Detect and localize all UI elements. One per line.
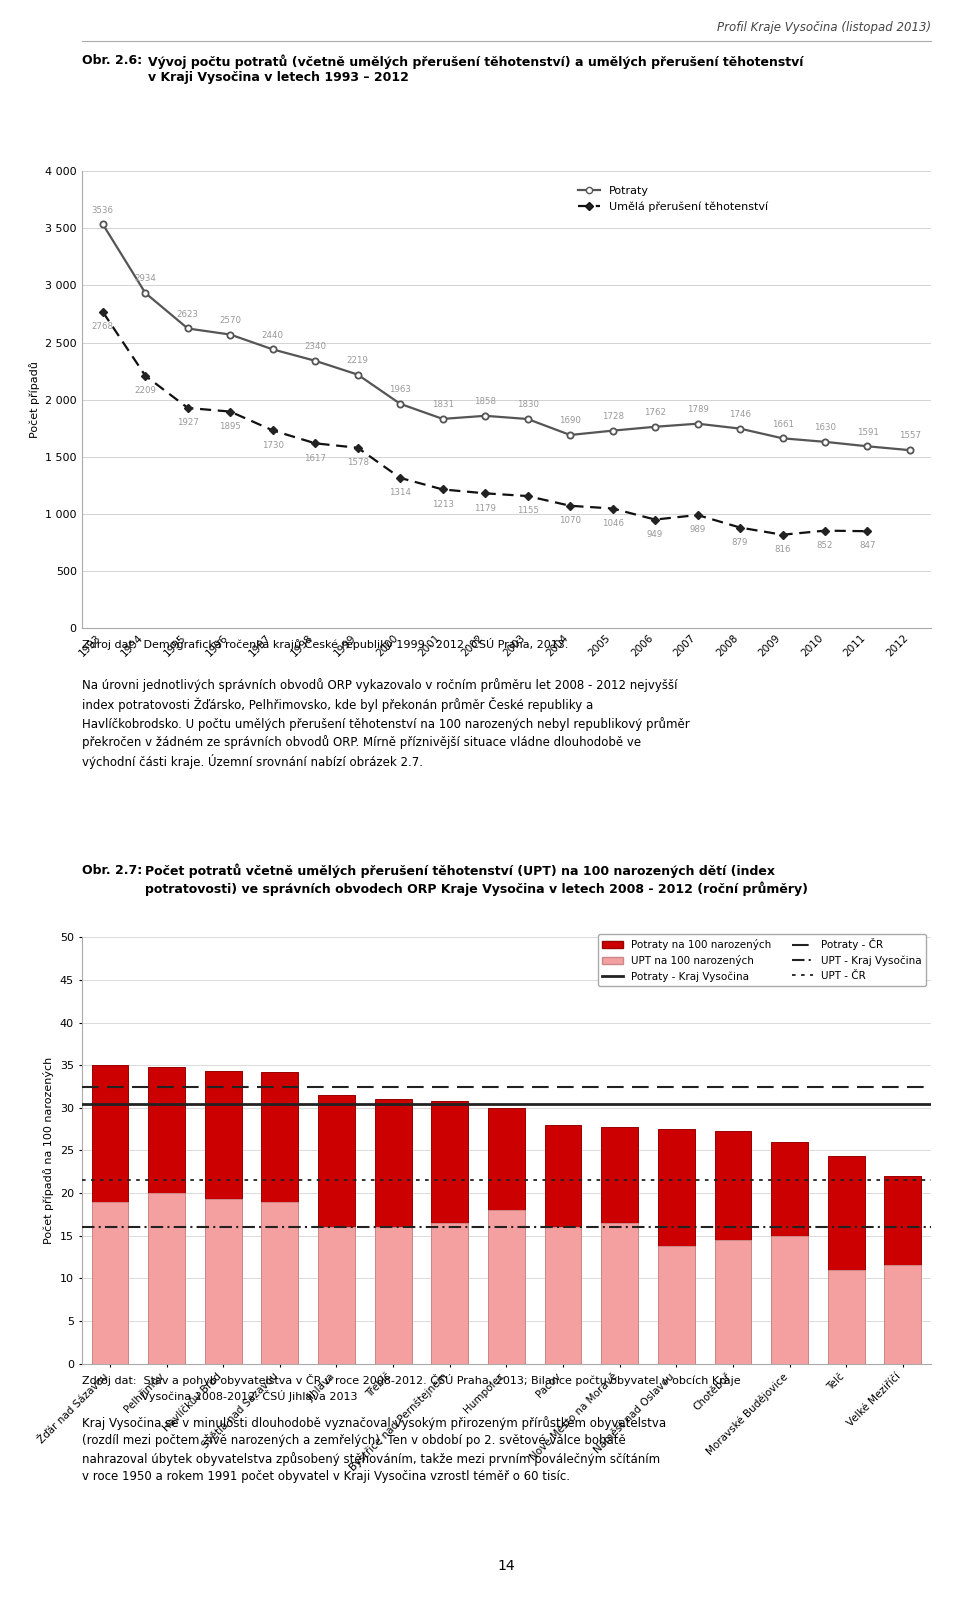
Text: Obr. 2.6:: Obr. 2.6: bbox=[82, 55, 142, 68]
Text: Obr. 2.7:: Obr. 2.7: bbox=[82, 863, 142, 876]
Text: Zdroj dat:  Stav a pohyb obyvatelstva v ČR v roce 2008-2012. ČSÚ Praha, 2013; Bi: Zdroj dat: Stav a pohyb obyvatelstva v Č… bbox=[82, 1374, 740, 1402]
Text: Kraj Vysočina se v minulosti dlouhodobě vyznačoval vysokým přirozeným přírůstkem: Kraj Vysočina se v minulosti dlouhodobě … bbox=[82, 1416, 665, 1482]
Text: 1179: 1179 bbox=[474, 503, 496, 513]
Text: 2570: 2570 bbox=[219, 316, 241, 324]
Bar bbox=[431, 1102, 468, 1363]
Text: 847: 847 bbox=[859, 542, 876, 550]
Text: 1578: 1578 bbox=[347, 458, 369, 468]
Text: 2209: 2209 bbox=[134, 386, 156, 395]
Bar bbox=[488, 1210, 525, 1363]
Text: Na úrovni jednotlivých správních obvodů ORP vykazovalo v ročním průměru let 2008: Na úrovni jednotlivých správních obvodů … bbox=[82, 679, 689, 769]
Bar bbox=[204, 1198, 242, 1363]
Bar bbox=[91, 1202, 129, 1363]
Bar bbox=[771, 1236, 808, 1363]
Bar bbox=[148, 1194, 185, 1363]
Text: 879: 879 bbox=[732, 537, 748, 547]
Text: Profil Kraje Vysočina (listopad 2013): Profil Kraje Vysočina (listopad 2013) bbox=[717, 21, 931, 34]
Text: 1661: 1661 bbox=[772, 419, 794, 429]
Bar bbox=[431, 1223, 468, 1363]
Text: 2440: 2440 bbox=[262, 331, 284, 340]
Y-axis label: Počet případů: Počet případů bbox=[29, 361, 39, 439]
Bar bbox=[714, 1240, 752, 1363]
Text: 1963: 1963 bbox=[389, 386, 411, 394]
Bar bbox=[204, 1071, 242, 1363]
Text: 1831: 1831 bbox=[432, 400, 454, 410]
Text: 989: 989 bbox=[689, 526, 706, 534]
Bar bbox=[374, 1100, 412, 1363]
Text: 14: 14 bbox=[497, 1560, 516, 1573]
Text: 1630: 1630 bbox=[814, 423, 836, 432]
Bar bbox=[884, 1266, 922, 1363]
Text: 1730: 1730 bbox=[262, 440, 284, 450]
Text: Vývoj počtu potratů (včetně umělých přerušení těhotenství) a umělých přerušení t: Vývoj počtu potratů (včetně umělých přer… bbox=[148, 55, 804, 84]
Text: 2340: 2340 bbox=[304, 342, 326, 352]
Text: 1789: 1789 bbox=[686, 405, 708, 415]
Legend: Potraty, Umělá přerušení těhotenství: Potraty, Umělá přerušení těhotenství bbox=[573, 181, 773, 216]
Text: 1155: 1155 bbox=[516, 506, 539, 515]
Bar bbox=[261, 1202, 299, 1363]
Text: 1070: 1070 bbox=[559, 516, 581, 526]
Bar bbox=[374, 1227, 412, 1363]
Text: 1762: 1762 bbox=[644, 408, 666, 418]
Text: 1591: 1591 bbox=[856, 427, 878, 437]
Text: 1617: 1617 bbox=[304, 453, 326, 463]
Bar bbox=[488, 1108, 525, 1363]
Bar bbox=[828, 1269, 865, 1363]
Bar bbox=[544, 1227, 582, 1363]
Bar bbox=[658, 1245, 695, 1363]
Bar bbox=[261, 1073, 299, 1363]
Bar bbox=[601, 1223, 638, 1363]
Text: 1213: 1213 bbox=[432, 500, 454, 508]
Bar bbox=[658, 1129, 695, 1363]
Text: 2768: 2768 bbox=[92, 323, 114, 331]
Bar bbox=[828, 1157, 865, 1363]
Text: 1314: 1314 bbox=[389, 489, 411, 497]
Text: 816: 816 bbox=[775, 545, 791, 553]
Text: Zdroj dat:  Demografická ročenka krajů České republiky 1999 - 2012. ČSÚ Praha, 2: Zdroj dat: Demografická ročenka krajů Če… bbox=[82, 639, 568, 650]
Bar bbox=[714, 1131, 752, 1363]
Bar bbox=[884, 1176, 922, 1363]
Legend: Potraty na 100 narozených, UPT na 100 narozených, Potraty - Kraj Vysočina, Potra: Potraty na 100 narozených, UPT na 100 na… bbox=[598, 934, 926, 986]
Text: 1858: 1858 bbox=[474, 397, 496, 406]
Bar bbox=[318, 1227, 355, 1363]
Bar bbox=[318, 1095, 355, 1363]
Text: 2623: 2623 bbox=[177, 310, 199, 319]
Bar bbox=[148, 1066, 185, 1363]
Bar bbox=[601, 1126, 638, 1363]
Text: 2934: 2934 bbox=[134, 274, 156, 284]
Text: 1895: 1895 bbox=[219, 423, 241, 431]
Text: 3536: 3536 bbox=[92, 205, 114, 215]
Bar bbox=[544, 1124, 582, 1363]
Text: 1927: 1927 bbox=[177, 418, 199, 427]
Text: 1728: 1728 bbox=[602, 411, 624, 421]
Bar bbox=[91, 1065, 129, 1363]
Text: 2219: 2219 bbox=[347, 356, 369, 365]
Text: 1690: 1690 bbox=[559, 416, 581, 426]
Text: 1746: 1746 bbox=[729, 410, 751, 419]
Bar bbox=[771, 1142, 808, 1363]
Text: 1830: 1830 bbox=[516, 400, 539, 410]
Text: 1557: 1557 bbox=[899, 431, 921, 440]
Y-axis label: Počet případů na 100 narozených: Počet případů na 100 narozených bbox=[43, 1057, 55, 1244]
Text: Počet potratů včetně umělých přerušení těhotenství (UPT) na 100 narozených dětí : Počet potratů včetně umělých přerušení t… bbox=[145, 863, 808, 897]
Text: 852: 852 bbox=[817, 540, 833, 550]
Text: 1046: 1046 bbox=[602, 519, 624, 527]
Text: 949: 949 bbox=[647, 529, 663, 539]
